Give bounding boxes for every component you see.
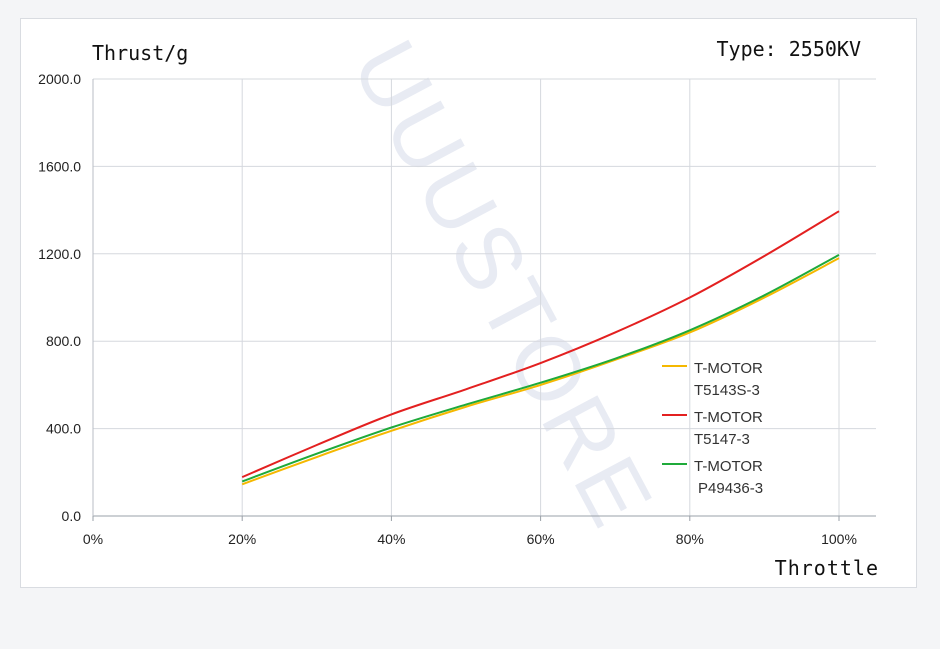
legend-label: P49436-3 xyxy=(698,480,763,497)
x-tick-label: 80% xyxy=(676,531,704,547)
axes: 0.0 400.0 800.0 1200.0 1600.0 2000.0 0% 20% 40% 6… xyxy=(38,71,876,547)
chart-panel: UUUSTORE 0.0 400.0 800.0 1200.0 1600.0 2000.0… xyxy=(20,18,917,588)
x-tick-label: 0% xyxy=(83,531,103,547)
x-axis-label: Throttle xyxy=(775,556,879,580)
legend-label: T-MOTOR xyxy=(694,458,763,475)
y-tick-label: 400.0 xyxy=(46,421,81,437)
legend-label: T5143S-3 xyxy=(694,382,760,399)
watermark: UUUSTORE xyxy=(333,25,673,545)
grid xyxy=(92,78,876,517)
y-tick-label: 0.0 xyxy=(62,508,82,524)
x-tick-label: 20% xyxy=(228,531,256,547)
series-line-2 xyxy=(241,210,840,479)
series-line-3 xyxy=(241,254,840,483)
y-tick-label: 800.0 xyxy=(46,333,81,349)
y-tick-label: 2000.0 xyxy=(38,71,81,87)
x-tick-label: 60% xyxy=(527,531,555,547)
series-lines xyxy=(241,210,840,486)
y-tick-label: 1200.0 xyxy=(38,246,81,262)
legend-label: T5147-3 xyxy=(694,431,750,448)
thrust-chart: UUUSTORE 0.0 400.0 800.0 1200.0 1600.0 2000.0… xyxy=(38,25,879,580)
chart-title: Type: 2550KV xyxy=(717,37,862,61)
y-tick-label: 1600.0 xyxy=(38,158,81,174)
legend: T-MOTOR T5143S-3 T-MOTOR T5147-3 T-MOTOR P494… xyxy=(662,360,763,497)
legend-label: T-MOTOR xyxy=(694,409,763,426)
series-line-1 xyxy=(241,257,840,486)
x-tick-label: 100% xyxy=(821,531,857,547)
x-tick-label: 40% xyxy=(377,531,405,547)
legend-label: T-MOTOR xyxy=(694,360,763,377)
y-axis-label: Thrust/g xyxy=(92,41,188,65)
